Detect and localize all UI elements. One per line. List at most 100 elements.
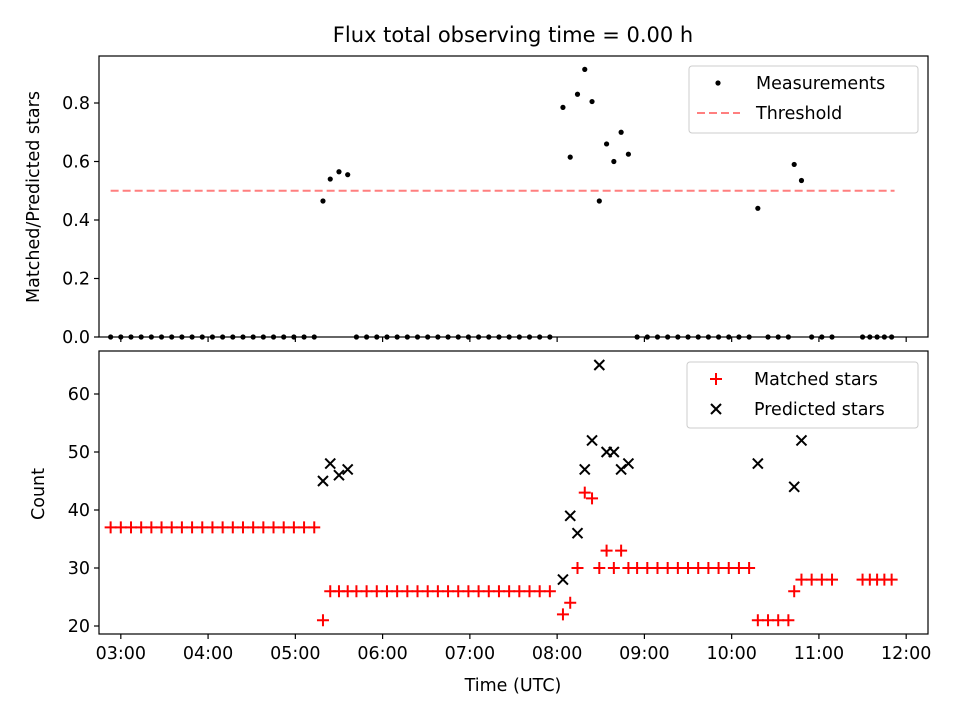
measurement-point [755, 205, 761, 211]
matched-star-point [226, 521, 239, 534]
x-tick-label: 03:00 [96, 644, 146, 664]
matched-star-point [360, 585, 373, 598]
matched-star-point [815, 573, 828, 586]
measurement-point [560, 104, 566, 110]
matched-star-point [165, 521, 178, 534]
matched-star-point [795, 573, 808, 586]
measurement-point [596, 198, 602, 204]
matched-star-point [732, 562, 745, 574]
predicted-star-point [564, 510, 576, 522]
matched-star-point [236, 521, 249, 534]
measurement-point [582, 66, 588, 72]
top-y-axis-label: Matched/Predicted stars [24, 91, 44, 303]
predicted-star-point [593, 359, 606, 371]
matched-star-point [692, 562, 705, 574]
matched-star-point [442, 585, 455, 598]
legend-matched-marker [710, 373, 722, 385]
legend-predicted-marker [710, 403, 722, 415]
legend-matched-label: Matched stars [754, 370, 878, 390]
matched-star-point [247, 521, 260, 534]
matched-star-point [523, 585, 536, 598]
bottom-plot-area: 20 30 40 50 60 03:00 04:00 05:00 06:00 07:00 08:00… [68, 359, 931, 664]
predicted-star-point [795, 434, 808, 447]
matched-star-point [298, 521, 311, 534]
matched-star-point [257, 521, 270, 534]
predicted-star-point [557, 573, 569, 586]
matched-star-point [380, 585, 393, 598]
matched-star-point [712, 562, 725, 574]
matched-star-point [391, 585, 404, 598]
x-tick-label: 11:00 [794, 644, 844, 664]
matched-star-point [308, 521, 321, 534]
x-tick-label: 04:00 [183, 644, 233, 664]
matched-star-point [671, 562, 684, 574]
matched-star-point [885, 573, 898, 586]
matched-star-point [316, 614, 329, 627]
chart-title: Flux total observing time = 0.00 h [333, 23, 693, 47]
matched-star-point [661, 562, 674, 574]
matched-star-point [782, 614, 795, 627]
bottom-legend-box [686, 361, 919, 429]
bottom-y-tick-label: 40 [68, 501, 90, 521]
predicted-star-point [622, 457, 635, 470]
matched-star-point [135, 521, 148, 534]
bottom-legend: Matched stars Predicted stars [686, 361, 919, 429]
bottom-panel: Count Time (UTC) 20 30 40 50 60 03:00 04:00 05:… [29, 350, 931, 696]
measurement-point [345, 172, 351, 178]
x-tick-label: 08:00 [532, 644, 582, 664]
matched-star-point [503, 585, 516, 598]
legend-threshold-label: Threshold [755, 104, 842, 124]
matched-star-point [492, 585, 505, 598]
matched-star-point [722, 562, 735, 574]
predicted-star-point [317, 475, 329, 487]
predicted-star-point [752, 457, 764, 470]
predicted-star-point [586, 434, 598, 447]
matched-star-point [186, 521, 199, 534]
matched-star-point [462, 585, 475, 598]
bottom-y-axis-label: Count [29, 468, 49, 520]
measurement-point [625, 151, 631, 157]
predicted-star-point [333, 469, 345, 481]
bottom-y-tick-label: 60 [68, 385, 90, 405]
matched-star-point [564, 596, 577, 609]
matched-star-point [556, 608, 569, 621]
matched-star-point [472, 585, 485, 598]
matched-star-point [431, 585, 444, 598]
matched-star-point [175, 521, 188, 534]
matched-star-point [805, 573, 818, 586]
matched-star-point [762, 614, 775, 627]
top-axes-frame [98, 55, 929, 338]
bottom-axes-frame [98, 350, 929, 635]
top-panel: Flux total observing time = 0.00 h Match… [24, 23, 929, 348]
top-legend-box [688, 65, 919, 134]
matched-star-point [370, 585, 383, 598]
x-tick-label: 07:00 [445, 644, 495, 664]
matched-star-point [452, 585, 465, 598]
measurement-point [589, 98, 595, 105]
matched-star-point [482, 585, 495, 598]
matched-star-point [350, 585, 363, 598]
legend-measurements-label: Measurements [756, 74, 885, 94]
legend-measurements-marker [715, 80, 721, 86]
top-legend: Measurements Threshold [688, 65, 919, 134]
matched-star-point [586, 492, 599, 505]
matched-star-point [411, 585, 424, 598]
predicted-star-point [615, 463, 627, 476]
matched-star-point [145, 521, 158, 534]
matched-star-point [615, 544, 628, 557]
matched-star-point [641, 562, 654, 574]
x-tick-label: 09:00 [619, 644, 669, 664]
measurement-point [791, 161, 797, 168]
matched-star-point [788, 585, 801, 598]
predicted-star-point [608, 446, 620, 458]
matched-star-point [571, 562, 584, 574]
matched-star-point [743, 562, 756, 574]
x-axis-label: Time (UTC) [464, 676, 562, 696]
matched-star-point [600, 544, 613, 557]
measurement-point [336, 169, 342, 175]
bottom-y-tick-label: 50 [68, 443, 90, 463]
matched-star-point [533, 585, 546, 598]
measurement-point [320, 198, 326, 204]
measurement-point [611, 158, 617, 165]
matched-star-point [543, 585, 556, 598]
